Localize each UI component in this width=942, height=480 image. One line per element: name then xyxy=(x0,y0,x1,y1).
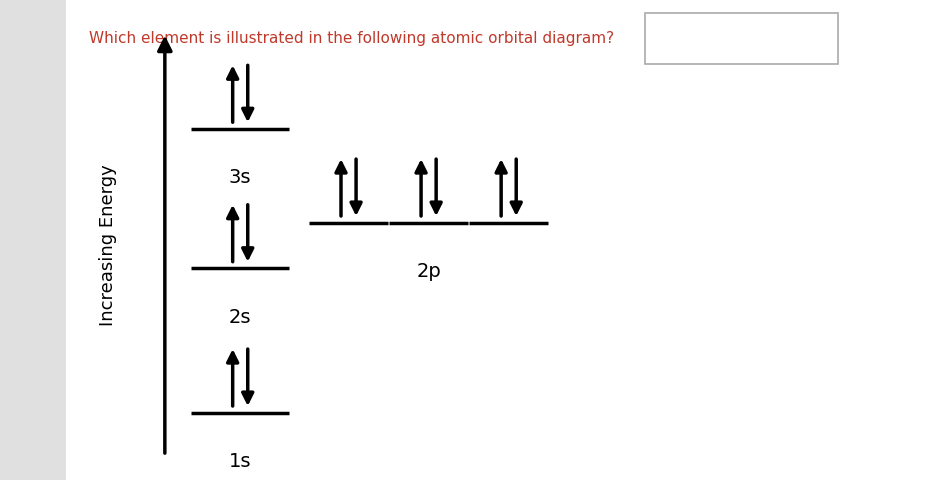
Text: 1s: 1s xyxy=(229,451,252,470)
Text: 2s: 2s xyxy=(229,307,252,326)
Text: Which element is illustrated in the following atomic orbital diagram?: Which element is illustrated in the foll… xyxy=(89,31,614,46)
Text: Increasing Energy: Increasing Energy xyxy=(99,164,118,325)
Text: 2p: 2p xyxy=(416,262,441,281)
Text: 3s: 3s xyxy=(229,168,252,187)
Bar xyxy=(0,0,66,480)
FancyBboxPatch shape xyxy=(645,14,838,65)
